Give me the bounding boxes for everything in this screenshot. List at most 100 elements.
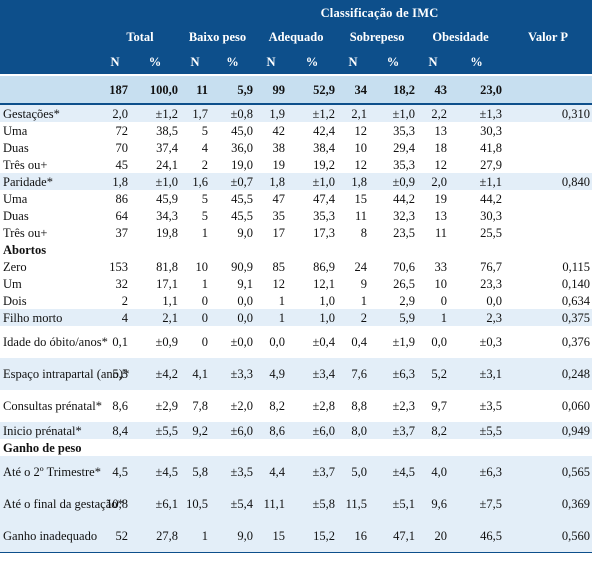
row-cell: 8,0: [337, 422, 370, 439]
row-cell: 32: [115, 276, 129, 291]
row-label: Ganho de peso: [3, 440, 82, 455]
row-cell: 44,2: [480, 191, 503, 206]
table-row: Ganho inadequado 52 27,8 1 9,0 15 15,2 16 47,1 20…: [0, 520, 592, 552]
table-row: Idade do óbito/anos* 0,1 ±0,9 0 ±0,0 0,0 ±0,4 0…: [0, 326, 592, 358]
row-label: Três ou+: [3, 225, 48, 240]
row-cell: ±7,5: [449, 488, 505, 520]
row-cell: 9: [360, 276, 368, 291]
row-label: Idade do óbito/anos*: [3, 335, 108, 349]
table-row: Até o final da gestação* 10,8 ±6,1 10,5 ±5,4…: [0, 488, 592, 520]
row-cell: [287, 439, 337, 456]
row-cell: 7,8: [192, 399, 208, 413]
table-row: Um 32 17,1 1 9,1 12 12,1 9 26,5 10 23,3 0,140: [0, 275, 592, 292]
total-cell: 99: [255, 76, 288, 103]
col-baixo-peso: Baixo peso: [180, 25, 256, 49]
row-cell: 32,3: [393, 208, 416, 223]
total-cell: 11: [180, 76, 210, 103]
imc-classification-table: Classificação de IMC Total Baixo peso Ad…: [0, 0, 592, 553]
p-value-cell: 0,375: [504, 309, 592, 326]
table-row: Paridade* 1,8 ±1,0 1,6 ±0,7 1,8 ±1,0 1,8 ±0,9 2,0…: [0, 173, 592, 190]
row-cell: 11,1: [255, 488, 288, 520]
row-cell: ±2,9: [155, 399, 179, 413]
row-cell: ±3,5: [210, 456, 256, 488]
p-value-cell: 0,376: [561, 335, 591, 349]
row-cell: 12: [272, 276, 286, 291]
sub-header: N: [255, 49, 288, 74]
row-label: Ganho inadequado: [0, 520, 100, 552]
table-row: Até o 2º Trimestre* 4,5 ±4,5 5,8 ±3,5 4,4 ±3,7…: [0, 456, 592, 488]
row-cell: 45,9: [156, 191, 178, 206]
row-label: Um: [3, 276, 22, 291]
table-row: Duas 64 34,3 5 45,5 35 35,3 11 32,3 13 30,3: [0, 207, 592, 224]
row-cell: 4,4: [255, 456, 288, 488]
sub-header: %: [449, 49, 505, 74]
row-cell: 1,8: [337, 173, 370, 190]
row-cell: 8,6: [255, 422, 288, 439]
row-cell: 1: [360, 293, 368, 308]
row-cell: 19,2: [313, 157, 336, 172]
row-cell: 23,5: [393, 225, 416, 240]
row-cell: 0: [180, 309, 210, 326]
row-cell: 42,4: [313, 123, 336, 138]
p-value-cell: 0,560: [504, 520, 592, 552]
row-cell: 5,2: [417, 358, 450, 390]
row-label: Até o 2º Trimestre*: [0, 456, 101, 488]
row-label: Uma: [3, 123, 28, 138]
row-cell: 2,9: [399, 293, 416, 308]
row-cell: 16: [337, 520, 370, 552]
row-cell: 13: [434, 208, 448, 223]
row-cell: 52: [100, 520, 130, 552]
row-label: Filho morto: [0, 309, 100, 326]
row-cell: 38,5: [156, 123, 178, 138]
row-label: Duas: [3, 140, 29, 155]
row-cell: 9,1: [237, 276, 254, 291]
total-cell: 5,9: [210, 76, 256, 103]
p-value-cell: [504, 224, 592, 241]
row-cell: 8,2: [269, 399, 286, 413]
header-groups-row: Total Baixo peso Adequado Sobrepeso Obes…: [0, 25, 592, 49]
row-cell: 5,8: [180, 456, 210, 488]
row-cell: ±1,2: [287, 105, 338, 122]
row-cell: 70,6: [393, 259, 416, 274]
row-cell: 1,1: [162, 293, 178, 308]
row-cell: 2,2: [417, 105, 450, 122]
row-cell: 0: [201, 293, 208, 308]
row-cell: ±0,3: [479, 335, 503, 349]
row-cell: ±1,3: [449, 105, 505, 122]
row-cell: 4: [100, 309, 130, 326]
row-cell: 8,8: [351, 399, 368, 413]
total-cell: 52,9: [287, 76, 338, 103]
row-cell: [100, 439, 130, 456]
row-cell: 47: [272, 191, 286, 206]
p-value-cell: [504, 207, 592, 224]
row-cell: 42: [272, 123, 286, 138]
row-cell: 1: [417, 309, 450, 326]
row-cell: 0,0: [210, 309, 256, 326]
row-cell: [210, 439, 255, 456]
row-label: Espaço intrapartal (ano)*: [0, 358, 129, 390]
row-cell: 1,8: [100, 173, 130, 190]
row-cell: 15: [354, 191, 368, 206]
row-cell: 0,0: [431, 335, 448, 349]
row-cell: 38: [272, 140, 286, 155]
total-cell: 18,2: [369, 76, 418, 103]
totals-row: 187 100,0 11 5,9 99 52,9 34 18,2 43 23,0: [0, 76, 592, 103]
p-value-cell: 0,565: [504, 456, 592, 488]
p-value-cell: 0,248: [504, 358, 592, 390]
row-cell: 0: [440, 293, 448, 308]
row-cell: [130, 439, 180, 456]
row-cell: 2: [201, 157, 208, 172]
row-cell: 9,7: [431, 399, 448, 413]
row-cell: 8,6: [112, 399, 128, 413]
header-sub-row: N % N % N % N % N %: [0, 49, 592, 74]
row-cell: [100, 241, 130, 258]
row-cell: 72: [115, 123, 129, 138]
row-cell: ±5,8: [287, 488, 338, 520]
row-cell: ±2,3: [392, 399, 416, 413]
row-cell: 1: [201, 276, 208, 291]
row-cell: 12: [354, 157, 368, 172]
col-sobrepeso: Sobrepeso: [337, 25, 418, 49]
row-cell: 27,9: [480, 157, 503, 172]
row-label: Duas: [3, 208, 29, 223]
row-cell: [417, 439, 449, 456]
